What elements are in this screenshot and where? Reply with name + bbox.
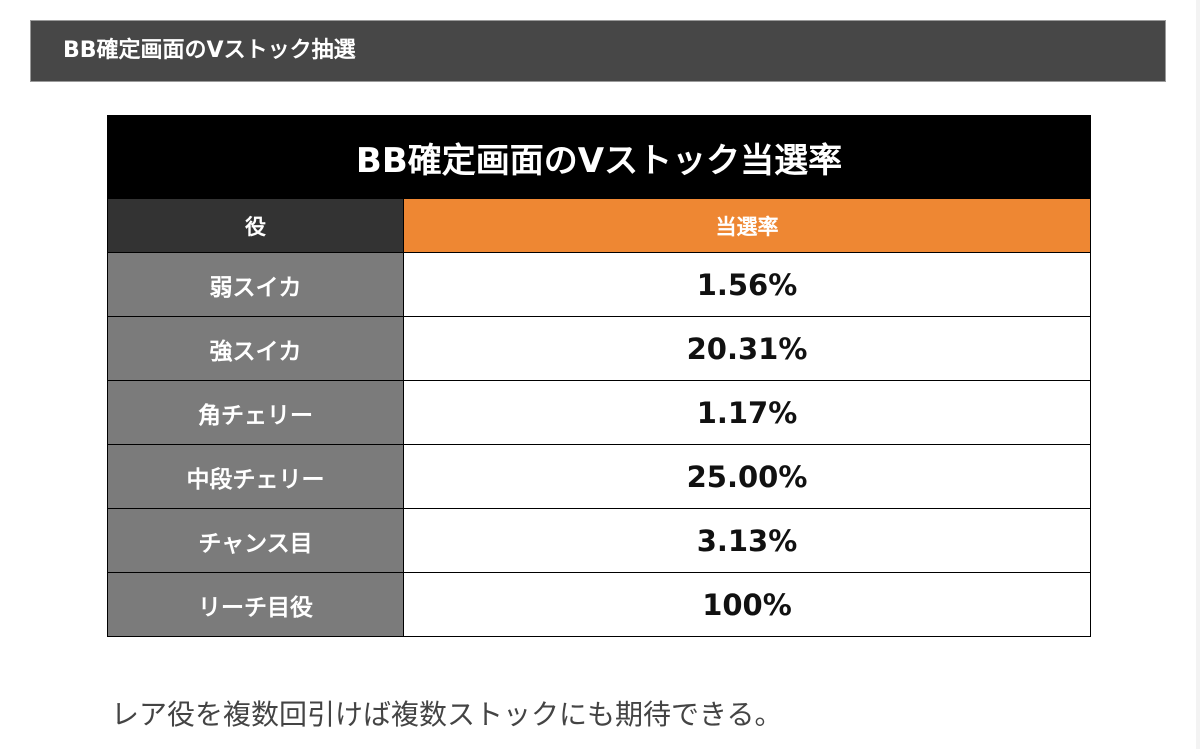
section-heading: BB確定画面のVストック抽選 (30, 20, 1166, 82)
table-row: リーチ目役 100% (107, 572, 1091, 637)
table-row: 中段チェリー 25.00% (107, 444, 1091, 509)
table-row: 角チェリー 1.17% (107, 380, 1091, 445)
table-row: チャンス目 3.13% (107, 508, 1091, 573)
column-header-rate: 当選率 (403, 198, 1091, 253)
rate-cell: 1.17% (403, 380, 1091, 445)
table-header-row: 役 当選率 (107, 198, 1091, 253)
table-row: 強スイカ 20.31% (107, 316, 1091, 381)
stock-rate-table: BB確定画面のVストック当選率 役 当選率 弱スイカ 1.56% 強スイカ 20… (107, 115, 1091, 637)
role-cell: 中段チェリー (107, 444, 404, 509)
page-scroll-edge (1196, 0, 1200, 749)
note-text: レア役を複数回引けば複数ストックにも期待できる。 (111, 698, 783, 731)
role-cell: 角チェリー (107, 380, 404, 445)
role-cell: チャンス目 (107, 508, 404, 573)
rate-cell: 20.31% (403, 316, 1091, 381)
rate-cell: 25.00% (403, 444, 1091, 509)
column-header-role: 役 (107, 198, 404, 253)
table-row: 弱スイカ 1.56% (107, 252, 1091, 317)
role-cell: 弱スイカ (107, 252, 404, 317)
rate-cell: 3.13% (403, 508, 1091, 573)
rate-cell: 1.56% (403, 252, 1091, 317)
role-cell: リーチ目役 (107, 572, 404, 637)
role-cell: 強スイカ (107, 316, 404, 381)
table-title-row: BB確定画面のVストック当選率 (107, 115, 1091, 199)
table-title: BB確定画面のVストック当選率 (107, 115, 1091, 199)
rate-cell: 100% (403, 572, 1091, 637)
